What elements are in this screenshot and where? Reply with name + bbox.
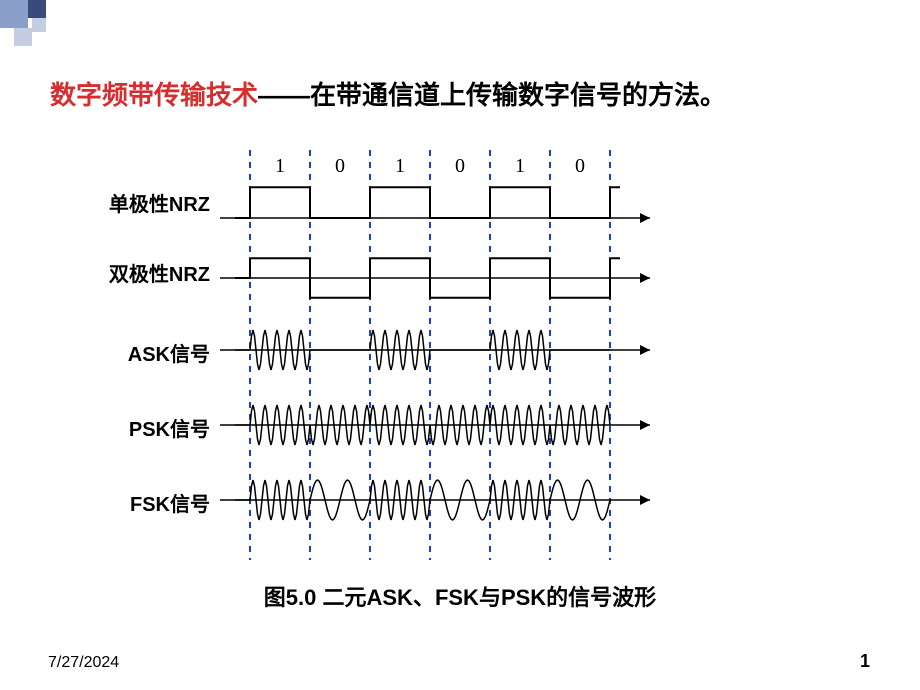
footer-page: 1 — [860, 651, 870, 672]
figure-caption: 图5.0 二元ASK、FSK与PSK的信号波形 — [0, 580, 920, 612]
footer-date: 7/27/2024 — [48, 654, 119, 672]
